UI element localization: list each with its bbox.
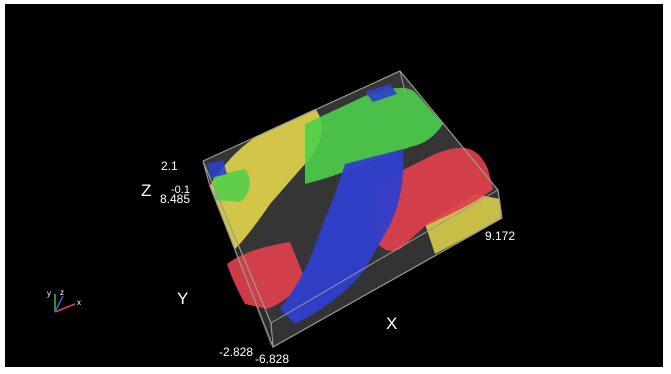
volume-render-scene[interactable]: [5, 4, 663, 367]
blue-isosurface-center: [280, 149, 404, 324]
green-isosurface-left: [213, 169, 250, 202]
yellow-isosurface-left: [210, 109, 322, 249]
orientation-z-axis: [54, 295, 64, 313]
red-isosurface-right: [375, 147, 493, 251]
orientation-y-label: y: [47, 289, 51, 298]
yellow-isosurface-right: [425, 194, 501, 254]
3d-render-viewport[interactable]: Z Y X 2.1 -0.1 8.485 9.172 -2.828 -6.828…: [5, 4, 663, 367]
y-tick-start: -2.828: [219, 345, 254, 359]
bounding-box-outline: [202, 70, 503, 348]
y-tick-end: -6.828: [255, 352, 290, 366]
y-axis-label: Y: [177, 289, 189, 308]
z-axis-label: Z: [141, 181, 152, 200]
x-tick-end: 9.172: [485, 229, 516, 243]
z-tick-low: 8.485: [160, 192, 191, 206]
red-isosurface-left: [227, 242, 305, 309]
green-isosurface-top: [305, 87, 443, 184]
z-tick-top: 2.1: [161, 159, 178, 173]
z-tick-mid: -0.1: [171, 184, 190, 196]
bounding-box-back-edge: [399, 70, 407, 97]
blue-isosurface-patch-left: [207, 160, 227, 178]
orientation-x-label: x: [77, 298, 81, 307]
bounding-box-edge: [270, 189, 499, 324]
blue-isosurface-patch-top: [365, 84, 397, 102]
orientation-z-label: z: [60, 288, 64, 297]
orientation-x-axis: [54, 303, 76, 313]
orientation-axes-widget: [54, 294, 76, 313]
x-axis-label: X: [386, 314, 398, 333]
